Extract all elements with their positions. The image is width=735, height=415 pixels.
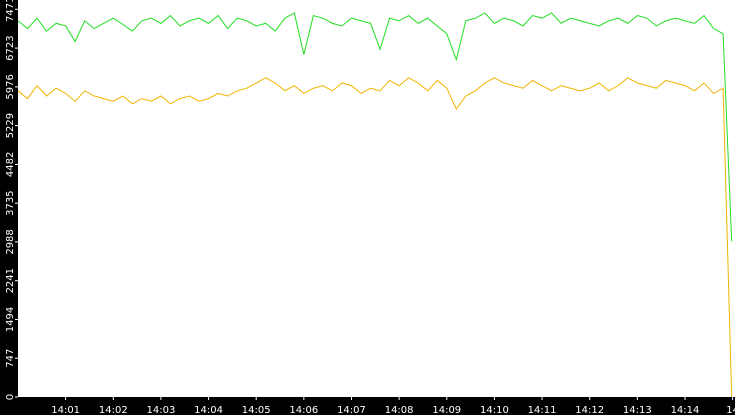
y-tick-label: 2988 [5, 229, 16, 254]
y-tick-label: 5976 [5, 74, 16, 99]
x-tick-label: 14:07 [337, 405, 366, 415]
x-tick-label: 14:06 [289, 405, 318, 415]
x-tick-label: 14:04 [194, 405, 223, 415]
y-tick-label: 4482 [5, 152, 16, 177]
y-tick-label: 2241 [5, 268, 16, 293]
x-tick-label: 14:03 [147, 405, 176, 415]
y-tick-label: 747 [5, 349, 16, 368]
x-tick-label: 14:02 [99, 405, 128, 415]
x-tick-label: 14:05 [242, 405, 271, 415]
x-tick-label: 14:10 [480, 405, 509, 415]
x-tick-label: 14:12 [575, 405, 604, 415]
y-tick-label: 3735 [5, 190, 16, 215]
plot-area [18, 0, 735, 397]
x-tick-label: 14:01 [51, 405, 80, 415]
y-tick-label: 1494 [5, 307, 16, 332]
y-tick-label: 7471 [5, 0, 16, 22]
x-tick-label: 14:13 [623, 405, 652, 415]
x-tick-label: 14 [726, 405, 735, 415]
x-tick-label: 14:11 [528, 405, 557, 415]
series-line [17, 12, 733, 242]
x-tick-label: 14:09 [432, 405, 461, 415]
x-tick-label: 14:08 [385, 405, 414, 415]
y-tick-label: 0 [5, 394, 16, 400]
x-tick-label: 14:14 [671, 405, 700, 415]
y-tick-label: 6723 [5, 35, 16, 60]
y-tick-label: 5229 [5, 113, 16, 138]
series-line [17, 77, 733, 398]
